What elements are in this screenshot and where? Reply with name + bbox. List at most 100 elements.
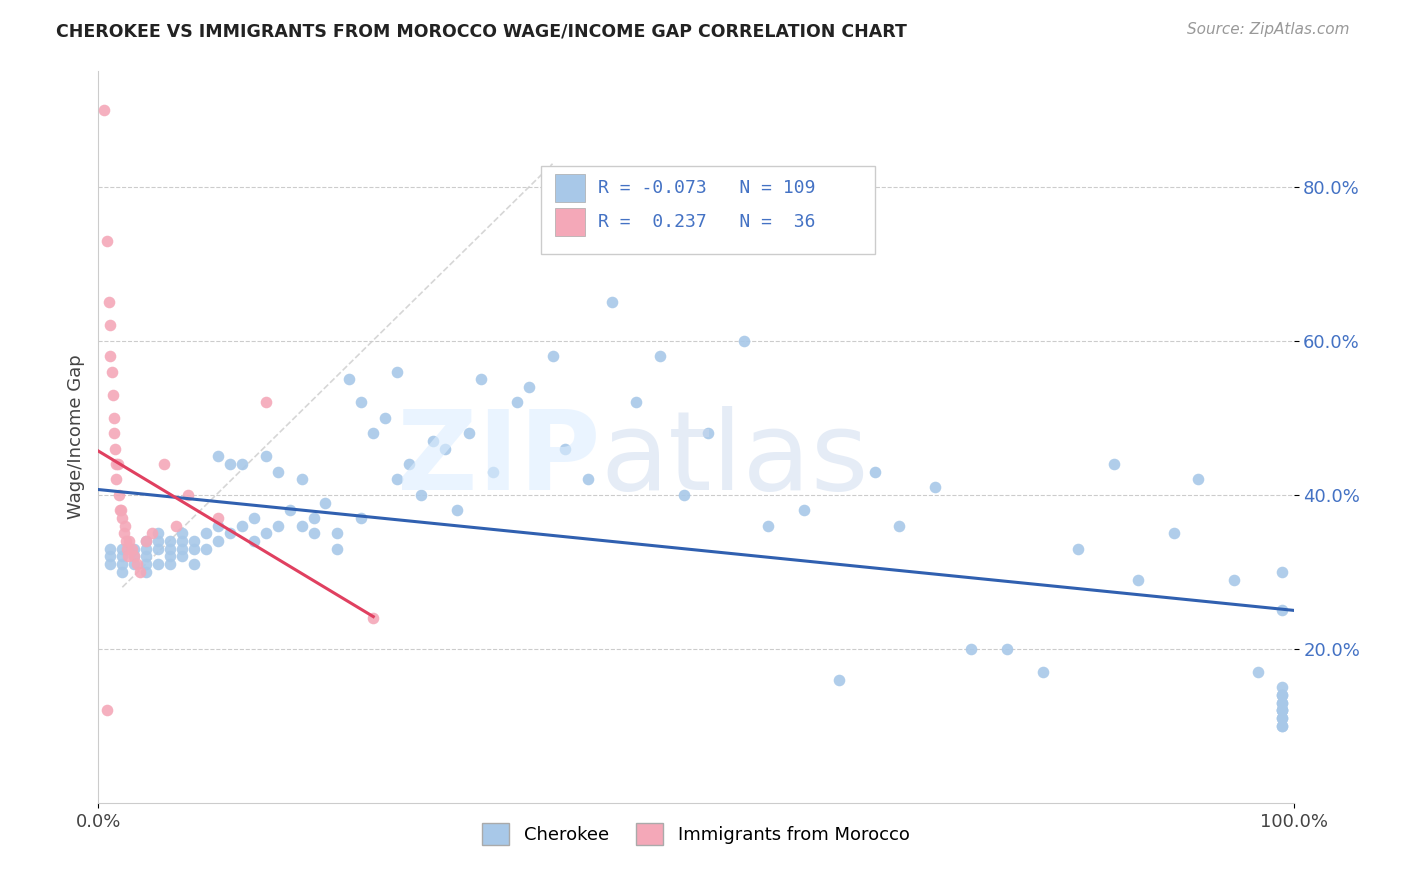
Point: [339, 372, 361, 386]
Point: [254, 526, 277, 541]
Point: [267, 465, 290, 479]
Point: [374, 410, 396, 425]
Point: [411, 488, 433, 502]
Point: [219, 457, 242, 471]
Point: [267, 518, 290, 533]
Point: [111, 557, 134, 571]
Point: [114, 518, 136, 533]
Point: [434, 442, 457, 456]
Point: [865, 465, 887, 479]
Text: Source: ZipAtlas.com: Source: ZipAtlas.com: [1187, 22, 1350, 37]
Point: [121, 541, 143, 556]
Point: [183, 534, 205, 549]
Point: [1271, 681, 1294, 695]
Point: [326, 541, 349, 556]
Point: [1067, 541, 1090, 556]
Point: [302, 511, 325, 525]
Point: [93, 103, 115, 117]
Point: [254, 450, 277, 464]
Point: [135, 534, 157, 549]
Point: [385, 365, 409, 379]
Point: [458, 426, 481, 441]
Point: [1032, 665, 1054, 679]
Point: [733, 334, 755, 348]
Point: [1271, 696, 1294, 710]
Point: [889, 518, 911, 533]
Bar: [555, 174, 585, 202]
Point: [111, 549, 134, 564]
Point: [172, 534, 194, 549]
Point: [141, 526, 163, 541]
Point: [98, 549, 122, 564]
Point: [124, 549, 146, 564]
Point: [207, 518, 229, 533]
Point: [302, 526, 325, 541]
Point: [960, 641, 983, 656]
Point: [111, 541, 134, 556]
Point: [195, 526, 218, 541]
Point: [1247, 665, 1270, 679]
Bar: [555, 208, 585, 235]
Point: [1271, 719, 1294, 733]
Point: [107, 457, 129, 471]
Point: [1271, 565, 1294, 579]
Point: [506, 395, 529, 409]
Point: [108, 503, 131, 517]
Point: [924, 480, 946, 494]
Point: [135, 541, 157, 556]
Point: [135, 557, 157, 571]
Point: [1163, 526, 1185, 541]
Point: [177, 488, 200, 502]
Point: [231, 518, 253, 533]
Point: [697, 426, 720, 441]
Point: [1271, 703, 1294, 717]
Text: CHEROKEE VS IMMIGRANTS FROM MOROCCO WAGE/INCOME GAP CORRELATION CHART: CHEROKEE VS IMMIGRANTS FROM MOROCCO WAGE…: [56, 22, 907, 40]
Point: [135, 534, 157, 549]
Point: [1128, 573, 1150, 587]
Point: [125, 557, 148, 571]
Point: [98, 349, 122, 363]
Point: [243, 511, 266, 525]
Point: [793, 503, 815, 517]
Point: [148, 534, 170, 549]
Point: [165, 518, 187, 533]
Point: [446, 503, 468, 517]
Point: [350, 511, 373, 525]
Point: [183, 541, 205, 556]
Point: [1223, 573, 1246, 587]
Point: [363, 426, 385, 441]
Point: [626, 395, 648, 409]
Point: [554, 442, 576, 456]
Point: [254, 395, 277, 409]
Point: [96, 703, 118, 717]
Point: [291, 518, 314, 533]
Y-axis label: Wage/Income Gap: Wage/Income Gap: [66, 355, 84, 519]
Point: [118, 534, 141, 549]
Point: [124, 541, 146, 556]
Point: [172, 541, 194, 556]
Point: [98, 557, 122, 571]
Point: [422, 434, 444, 448]
Point: [96, 234, 118, 248]
Point: [172, 549, 194, 564]
Point: [363, 611, 385, 625]
Point: [98, 318, 122, 333]
Point: [207, 511, 229, 525]
Point: [1271, 719, 1294, 733]
Point: [1271, 711, 1294, 725]
Point: [481, 465, 505, 479]
Point: [129, 565, 152, 579]
Point: [231, 457, 253, 471]
Point: [183, 557, 205, 571]
Point: [1271, 603, 1294, 617]
Point: [243, 534, 266, 549]
Point: [115, 534, 138, 549]
Text: R =  0.237   N =  36: R = 0.237 N = 36: [598, 213, 815, 231]
Point: [135, 565, 157, 579]
Point: [111, 511, 134, 525]
Text: R = -0.073   N = 109: R = -0.073 N = 109: [598, 178, 815, 196]
Point: [470, 372, 492, 386]
Point: [159, 549, 181, 564]
Point: [315, 495, 337, 509]
Point: [1271, 696, 1294, 710]
